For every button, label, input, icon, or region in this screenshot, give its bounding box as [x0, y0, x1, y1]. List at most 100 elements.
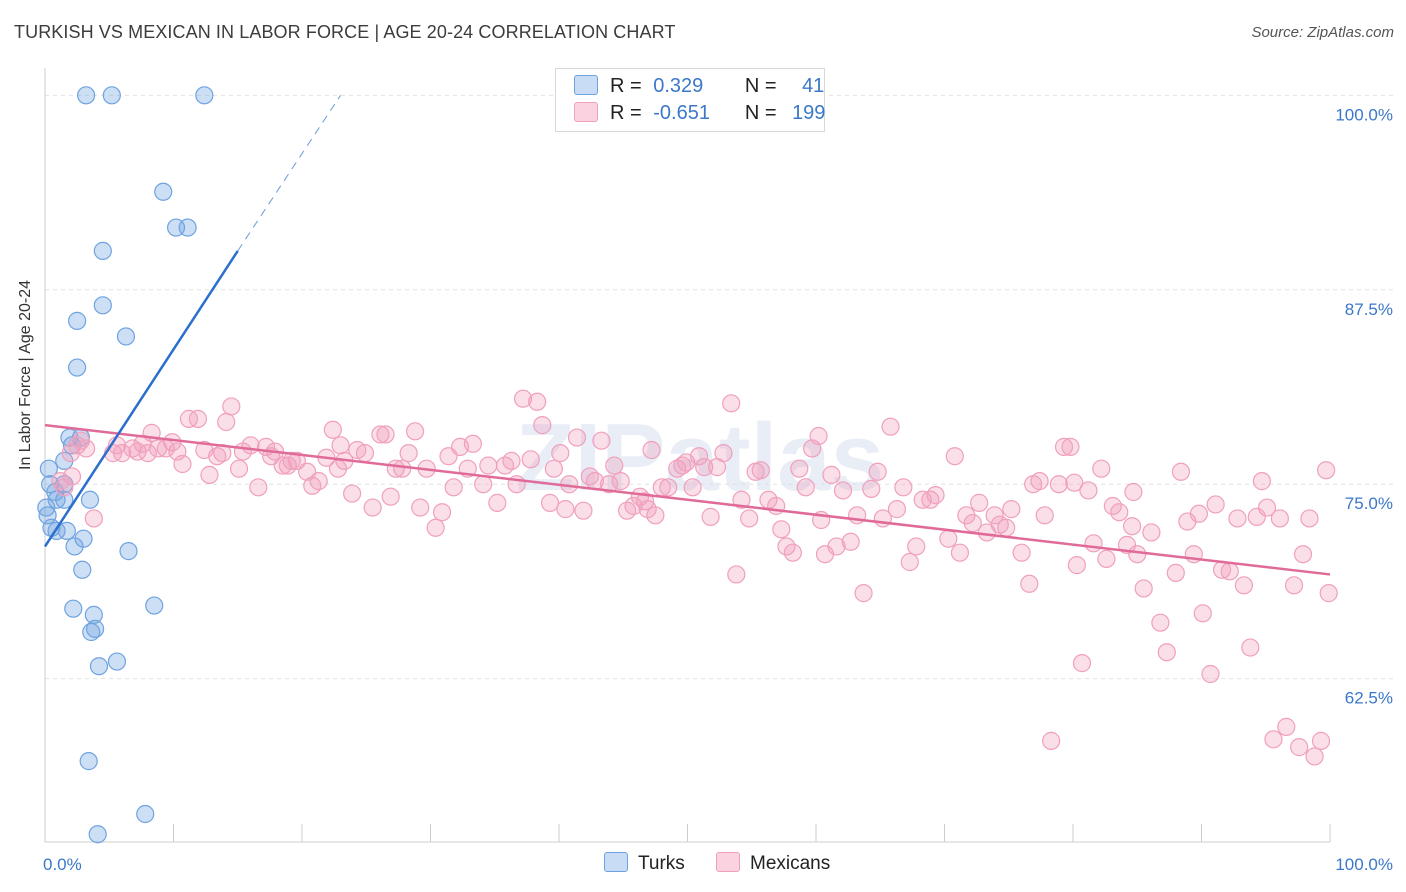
mexicans-point: [426, 518, 445, 537]
turks-point: [88, 825, 107, 844]
mexicans-point: [163, 433, 182, 452]
mexicans-point: [945, 447, 964, 466]
mexicans-swatch: [574, 102, 598, 122]
mexicans-point: [600, 475, 619, 494]
mexicans-point: [714, 444, 733, 463]
mexicans-point: [217, 412, 236, 432]
mexicans-point: [551, 444, 570, 463]
mexicans-point: [1123, 517, 1142, 536]
mexicans-points: [51, 389, 1338, 766]
mexicans-point: [868, 462, 887, 481]
mexicans-point: [1241, 638, 1260, 657]
turks-point: [57, 521, 76, 540]
mexicans-point: [841, 532, 860, 551]
turks-point: [89, 657, 109, 676]
turks-point: [68, 358, 87, 377]
mexicans-point: [926, 486, 945, 505]
mexicans-trend-line: [44, 423, 1331, 576]
mexicans-point: [1002, 500, 1021, 519]
mexicans-point: [62, 467, 82, 486]
y-axis-label: In Labor Force | Age 20-24: [17, 279, 34, 470]
mexicans-point: [751, 461, 770, 480]
y-tick-label: 87.5%: [1345, 300, 1393, 319]
mexicans-point: [783, 543, 802, 562]
tick-labels: 62.5% 75.0% 87.5% 100.0% 0.0% 100.0%: [43, 105, 1393, 874]
mexicans-point: [1061, 437, 1080, 456]
mexicans-point: [1247, 507, 1266, 526]
mexicans-point: [963, 514, 982, 533]
mexicans-point: [399, 444, 418, 463]
mexicans-point: [790, 459, 809, 478]
x-tick-label-max: 100.0%: [1335, 855, 1393, 874]
mexicans-point: [854, 584, 873, 603]
mexicans-point: [521, 450, 540, 469]
mexicans-point: [659, 478, 678, 497]
mexicans-point: [1270, 509, 1289, 528]
mexicans-point: [488, 493, 507, 512]
turks-point: [136, 804, 155, 824]
mexicans-point: [1020, 574, 1039, 593]
turks-point: [116, 327, 136, 346]
mexicans-point: [668, 459, 687, 478]
mexicans-point: [393, 459, 412, 478]
legend-r-value-turks: 0.329: [653, 75, 704, 97]
mexicans-point: [1264, 730, 1283, 749]
mexicans-point: [381, 487, 400, 506]
mexicans-point: [1228, 509, 1247, 528]
chart-title: TURKISH VS MEXICAN IN LABOR FORCE | AGE …: [14, 22, 676, 42]
turks-point: [79, 752, 98, 771]
mexicans-point: [950, 543, 970, 562]
mexicans-point: [331, 436, 350, 455]
mexicans-point: [740, 509, 759, 528]
mexicans-point: [208, 447, 227, 466]
mexicans-point: [1189, 504, 1209, 523]
legend-row-mexicans: R = -0.651 N = 199: [574, 102, 825, 126]
mexicans-point: [727, 565, 746, 584]
mexicans-point: [701, 507, 720, 526]
mexicans-point: [862, 479, 881, 498]
mexicans-point: [241, 436, 260, 455]
mexicans-point: [463, 434, 483, 453]
mexicans-point: [328, 459, 348, 478]
legend: R = 0.329 N = 41 R = -0.651 N = 199: [555, 68, 825, 132]
mexicans-point: [229, 459, 249, 478]
mexicans-point: [1142, 523, 1161, 542]
mexicans-point: [1166, 563, 1185, 582]
mexicans-point: [907, 537, 926, 556]
mexicans-point: [1252, 472, 1271, 491]
mexicans-point: [1079, 481, 1098, 500]
mexicans-point: [1257, 498, 1277, 517]
mexicans-point: [1311, 731, 1331, 750]
turks-point: [93, 241, 112, 260]
mexicans-point: [611, 472, 630, 491]
mexicans-point: [1128, 545, 1147, 564]
mexicans-point: [1035, 506, 1054, 525]
mexicans-point: [1067, 556, 1086, 575]
turks-swatch: [574, 75, 598, 95]
mexicans-point: [1134, 579, 1153, 598]
mexicans-point: [1072, 654, 1092, 673]
mexicans-point: [997, 518, 1016, 537]
grid: [45, 94, 1394, 680]
mexicans-point: [695, 458, 714, 477]
mexicans-point: [1193, 604, 1212, 623]
mexicans-point: [900, 552, 919, 572]
mexicans-point: [513, 389, 533, 408]
mexicans-point: [722, 394, 741, 413]
mexicans-point: [533, 416, 552, 435]
mexicans-point: [1201, 664, 1220, 684]
mexicans-point: [1277, 717, 1296, 736]
mexicans-point: [138, 444, 157, 463]
mexicans-point: [833, 481, 853, 500]
mexicans-point: [112, 444, 132, 463]
mexicans-point: [970, 493, 989, 512]
y-tick-label: 75.0%: [1345, 494, 1393, 513]
mexicans-point: [556, 500, 575, 519]
turks-trend-line: [43, 250, 239, 548]
y-tick-label: 62.5%: [1345, 689, 1393, 708]
turks-point: [65, 537, 84, 556]
mexicans-point: [638, 500, 657, 519]
mexicans-point: [323, 420, 342, 439]
legend-n-label: N =: [744, 102, 777, 124]
